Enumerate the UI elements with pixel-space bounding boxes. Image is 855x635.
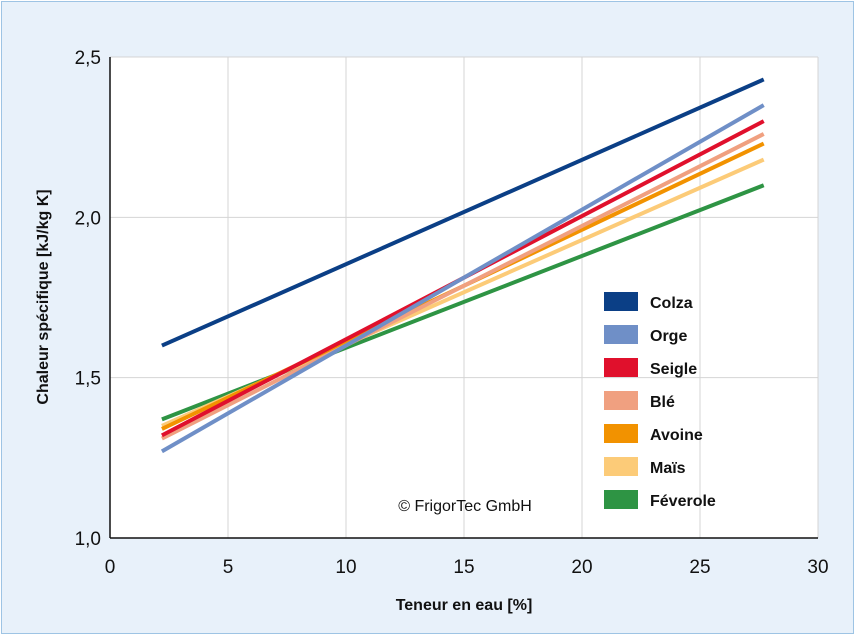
x-tick-label: 30 [807,557,828,578]
y-tick-label: 2,5 [75,48,101,69]
series-lines [160,77,765,454]
y-tick-label: 2,0 [75,208,101,229]
legend-label-blé: Blé [650,394,675,411]
x-tick-label: 0 [105,557,116,578]
x-tick-label: 25 [689,557,710,578]
legend-swatch-seigle [604,358,638,377]
legend-label-féverole: Féverole [650,493,716,510]
x-tick-label: 5 [223,557,234,578]
legend-label-avoine: Avoine [650,427,703,444]
legend-swatch-maïs [604,457,638,476]
y-tick-labels: 1,0 1,5 2,0 2,5 [75,48,101,550]
legend: Colza Orge Seigle Blé Avoine Maïs Féverole [604,292,716,510]
series-line-orge [160,103,765,454]
y-tick-label: 1,5 [75,369,101,390]
series-line-blé [161,132,765,441]
x-tick-label: 20 [571,557,592,578]
legend-swatch-colza [604,292,638,311]
legend-swatch-féverole [604,490,638,509]
legend-swatch-blé [604,391,638,410]
y-axis-title: Chaleur spécifique [kJ/kg K] [35,189,52,404]
x-axis-title: Teneur en eau [%] [396,597,533,614]
legend-swatch-orge [604,325,638,344]
legend-label-orge: Orge [650,328,687,345]
series-line-colza [161,77,765,348]
legend-label-maïs: Maïs [650,460,686,477]
copyright-annotation: © FrigorTec GmbH [398,498,532,515]
x-tick-label: 10 [335,557,356,578]
legend-swatch-avoine [604,424,638,443]
legend-label-colza: Colza [650,295,693,312]
grid [110,56,819,538]
y-tick-label: 1,0 [75,529,101,550]
x-tick-label: 15 [453,557,474,578]
x-tick-labels: 0 5 10 15 20 25 30 [105,557,829,578]
legend-label-seigle: Seigle [650,361,697,378]
